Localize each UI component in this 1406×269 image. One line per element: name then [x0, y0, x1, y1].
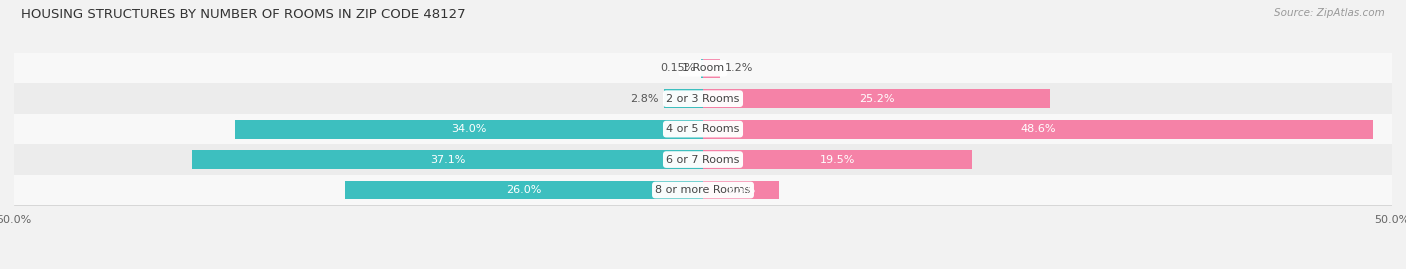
- Bar: [14, 53, 1392, 83]
- Text: 37.1%: 37.1%: [430, 155, 465, 165]
- Bar: [14, 114, 1392, 144]
- Bar: [191, 150, 703, 169]
- Bar: [14, 175, 1392, 205]
- Text: Source: ZipAtlas.com: Source: ZipAtlas.com: [1274, 8, 1385, 18]
- Bar: [703, 59, 720, 78]
- Text: 2 or 3 Rooms: 2 or 3 Rooms: [666, 94, 740, 104]
- Text: 6 or 7 Rooms: 6 or 7 Rooms: [666, 155, 740, 165]
- Legend: Owner-occupied, Renter-occupied: Owner-occupied, Renter-occupied: [572, 266, 834, 269]
- Bar: [14, 144, 1392, 175]
- Text: 26.0%: 26.0%: [506, 185, 541, 195]
- Bar: [703, 120, 1372, 139]
- Text: HOUSING STRUCTURES BY NUMBER OF ROOMS IN ZIP CODE 48127: HOUSING STRUCTURES BY NUMBER OF ROOMS IN…: [21, 8, 465, 21]
- Text: 8 or more Rooms: 8 or more Rooms: [655, 185, 751, 195]
- Text: 25.2%: 25.2%: [859, 94, 894, 104]
- Text: 34.0%: 34.0%: [451, 124, 486, 134]
- Text: 5.5%: 5.5%: [727, 185, 755, 195]
- Bar: [703, 89, 1050, 108]
- Text: 1.2%: 1.2%: [725, 63, 754, 73]
- Bar: [344, 180, 703, 200]
- Bar: [703, 180, 779, 200]
- Text: 0.15%: 0.15%: [661, 63, 696, 73]
- Bar: [702, 59, 703, 78]
- Bar: [665, 89, 703, 108]
- Text: 48.6%: 48.6%: [1021, 124, 1056, 134]
- Text: 1 Room: 1 Room: [682, 63, 724, 73]
- Text: 19.5%: 19.5%: [820, 155, 855, 165]
- Bar: [235, 120, 703, 139]
- Text: 4 or 5 Rooms: 4 or 5 Rooms: [666, 124, 740, 134]
- Bar: [703, 150, 972, 169]
- Bar: [14, 83, 1392, 114]
- Text: 2.8%: 2.8%: [630, 94, 659, 104]
